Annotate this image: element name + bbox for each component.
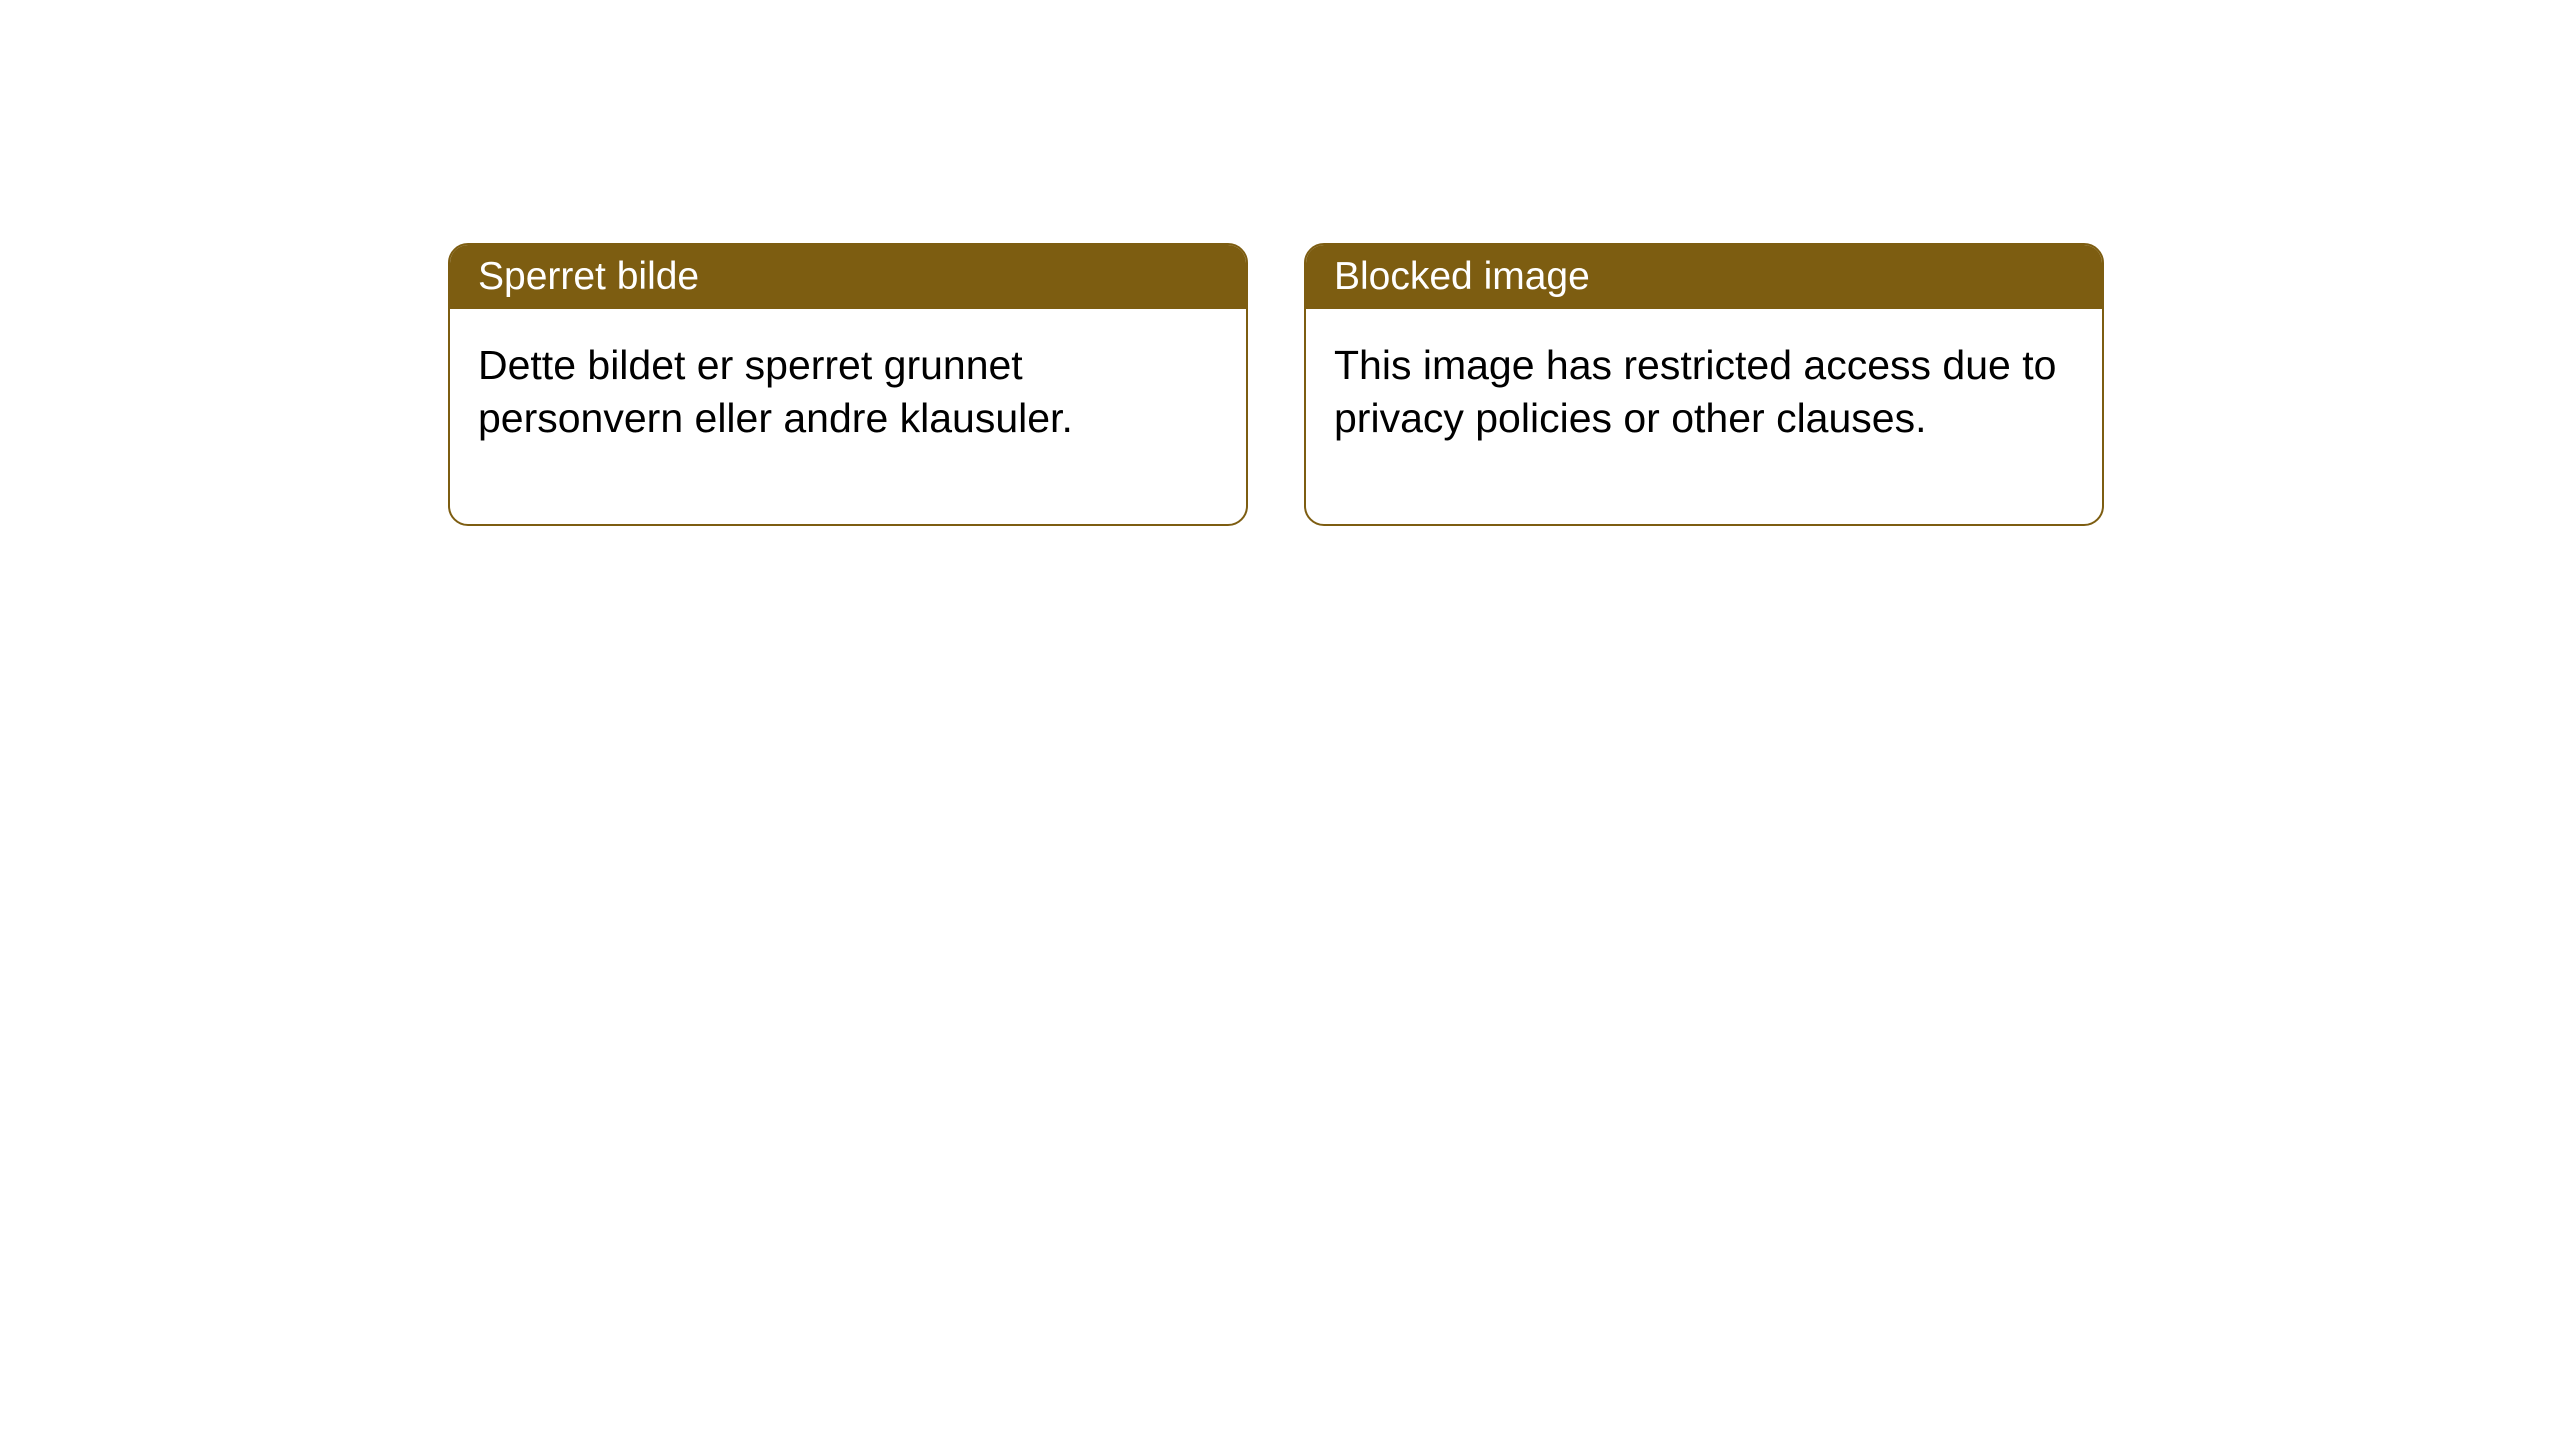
blocked-image-card-english: Blocked image This image has restricted … [1304, 243, 2104, 526]
card-body-text: Dette bildet er sperret grunnet personve… [478, 342, 1073, 441]
card-header: Sperret bilde [450, 245, 1246, 309]
card-title: Blocked image [1334, 255, 1590, 298]
card-title: Sperret bilde [478, 255, 699, 298]
card-header: Blocked image [1306, 245, 2102, 309]
card-body: This image has restricted access due to … [1306, 309, 2102, 524]
card-body: Dette bildet er sperret grunnet personve… [450, 309, 1246, 524]
blocked-image-card-norwegian: Sperret bilde Dette bildet er sperret gr… [448, 243, 1248, 526]
card-body-text: This image has restricted access due to … [1334, 342, 2056, 441]
blocked-image-notice-container: Sperret bilde Dette bildet er sperret gr… [448, 243, 2104, 526]
